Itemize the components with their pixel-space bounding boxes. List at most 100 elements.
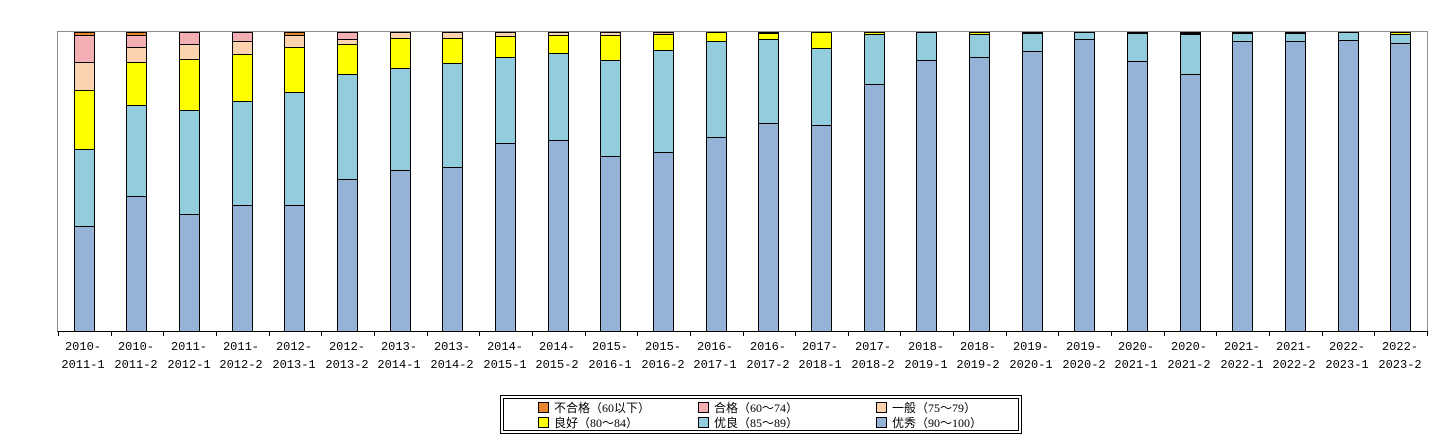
bar-segment [495,36,516,57]
x-axis-label-line: 2022-2 [1272,358,1316,372]
x-axis-label: 2010- 2011-1 [55,338,111,374]
x-axis-tick [1269,331,1270,336]
bar-segment [758,123,779,331]
bar-segment [74,226,95,331]
legend-item: 优秀（90～100） [876,414,1018,431]
x-axis-tick [1216,331,1217,336]
x-axis-tick [1322,331,1323,336]
x-axis-label-line: 2015- [591,340,628,354]
x-axis-label: 2012- 2013-1 [266,338,322,374]
bar-segment [969,34,990,57]
bar-segment [1022,51,1043,331]
bar-2016-2017-2 [758,32,779,331]
x-axis-label: 2013- 2014-2 [424,338,480,374]
bar-segment [1390,32,1411,34]
bar-segment [653,152,674,331]
x-axis-label-line: 2016-2 [641,358,685,372]
x-axis-tick [427,331,428,336]
x-axis-label-line: 2012-2 [219,358,263,372]
bar-segment [653,32,674,34]
bar-segment [969,57,990,331]
x-axis-tick [1058,331,1059,336]
bar-segment [74,32,95,35]
bar-segment [653,50,674,152]
bar-segment [179,59,200,110]
bar-2013-2014-2 [442,32,463,331]
legend-label: 良好（80～84） [554,416,639,430]
x-axis-label-line: 2023-1 [1325,358,1369,372]
x-axis-label: 2011- 2012-2 [213,338,269,374]
bar-2010-2011-2 [126,32,147,331]
bar-segment [126,196,147,331]
x-axis-label-line: 2019-1 [904,358,948,372]
x-axis-label-line: 2012- [275,340,312,354]
x-axis-label-line: 2014-1 [377,358,421,372]
x-axis-label: 2015- 2016-2 [635,338,691,374]
bar-segment [337,179,358,331]
legend-swatch-icon [876,402,887,413]
bar-segment [179,214,200,331]
bar-segment [811,48,832,125]
legend-swatch-icon [538,402,549,413]
bar-segment [126,62,147,105]
bar-2021-2022-2 [1285,32,1306,331]
bar-segment [600,60,621,156]
x-axis-label: 2011- 2012-1 [161,338,217,374]
x-axis-tick [953,331,954,336]
x-axis-label: 2012- 2013-2 [319,338,375,374]
bar-2022-2023-1 [1338,32,1359,331]
x-axis-label-line: 2018- [907,340,944,354]
bar-segment [969,32,990,34]
bar-segment [916,32,937,60]
x-axis-label-line: 2013- [433,340,470,354]
bar-segment [442,167,463,331]
x-axis-label-line: 2022- [1328,340,1365,354]
x-axis-label-line: 2021- [1223,340,1260,354]
bar-segment [390,38,411,68]
x-axis-label: 2020- 2021-1 [1108,338,1164,374]
legend-item: 优良（85～89） [698,414,876,431]
bar-segment [442,63,463,167]
bar-2017-2018-2 [864,32,885,331]
x-axis-tick [1374,331,1375,336]
x-axis-label: 2017- 2018-2 [845,338,901,374]
x-axis-tick [479,331,480,336]
bar-segment [232,54,253,101]
legend-swatch-icon [698,417,709,428]
bar-segment [1022,33,1043,51]
bar-segment [916,60,937,331]
x-axis-tick [269,331,270,336]
x-axis-label-line: 2011-1 [61,358,105,372]
x-axis-tick [743,331,744,336]
bar-segment [1180,33,1201,34]
x-axis-label: 2022- 2023-2 [1372,338,1428,374]
x-axis-label: 2022- 2023-1 [1319,338,1375,374]
x-axis-label-line: 2013- [380,340,417,354]
x-axis-label-line: 2012-1 [167,358,211,372]
x-axis-label-line: 2017- [854,340,891,354]
bar-segment [284,35,305,47]
bar-segment [284,47,305,92]
bar-segment [548,32,569,35]
x-axis-tick [1427,331,1428,336]
bar-segment [1127,32,1148,33]
bar-2022-2023-2 [1390,32,1411,331]
legend-item: 良好（80～84） [538,414,698,431]
bar-segment [548,53,569,140]
x-axis-label-line: 2022-1 [1220,358,1264,372]
x-axis-label: 2016- 2017-2 [740,338,796,374]
bar-segment [337,39,358,44]
bar-segment [232,41,253,54]
bar-segment [284,92,305,205]
bar-segment [1390,43,1411,331]
bar-2013-2014-1 [390,32,411,331]
bar-segment [179,110,200,214]
bar-segment [74,62,95,90]
legend-label: 优良（85～89） [714,416,799,430]
x-axis-label-line: 2022- [1381,340,1418,354]
bar-segment [1338,40,1359,331]
x-axis-tick [163,331,164,336]
bar-2018-2019-2 [969,32,990,331]
bar-segment [126,32,147,35]
bar-segment [600,35,621,60]
